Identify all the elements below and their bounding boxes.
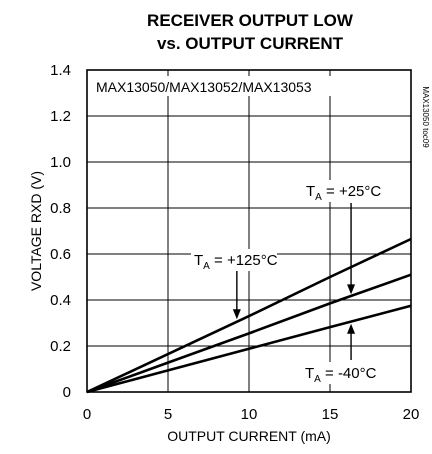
part-number-box xyxy=(91,76,348,96)
y-tick-label: 0.6 xyxy=(50,246,71,263)
y-tick-label: 0.4 xyxy=(50,292,71,309)
annotation-arrow-head xyxy=(347,323,356,334)
x-tick-label: 15 xyxy=(322,406,339,423)
part-number-label: MAX13050/MAX13052/MAX13053 xyxy=(96,79,312,95)
y-tick-labels: 0 0.2 0.4 0.6 0.8 1.0 1.2 1.4 xyxy=(50,62,71,401)
chart-title-line-1: RECEIVER OUTPUT LOW xyxy=(147,11,354,30)
annotation-bg xyxy=(302,362,388,384)
figure-code: MAX13050 toc09 xyxy=(421,86,430,148)
annotation-1: TA = +25°C xyxy=(303,180,389,295)
annotation-bg xyxy=(303,180,389,202)
grid xyxy=(87,70,411,392)
annotations: TA = +125°C TA = +25°C TA = -40°C xyxy=(191,180,389,385)
x-tick-label: 20 xyxy=(403,406,420,423)
plot-frame xyxy=(86,69,412,393)
annotation-0: TA = +125°C xyxy=(191,249,278,320)
x-tick-label: 0 xyxy=(83,406,91,423)
x-axis-label: OUTPUT CURRENT (mA) xyxy=(167,428,331,444)
x-tick-label: 5 xyxy=(164,406,172,423)
annotation-bg xyxy=(191,249,277,271)
y-tick-label: 0 xyxy=(63,384,71,401)
x-tick-labels: 0 5 10 15 20 xyxy=(83,406,420,423)
y-tick-label: 0.8 xyxy=(50,200,71,217)
annotation-2: TA = -40°C xyxy=(302,323,388,385)
y-tick-label: 0.2 xyxy=(50,338,71,355)
x-tick-label: 10 xyxy=(241,406,258,423)
annotation-label: TA = +125°C xyxy=(194,252,278,272)
series-line-2 xyxy=(86,304,412,394)
annotation-arrow-head xyxy=(232,309,241,320)
annotation-label: TA = +25°C xyxy=(306,183,381,203)
y-tick-label: 1.4 xyxy=(50,62,71,79)
series-line-0 xyxy=(86,237,412,394)
y-tick-label: 1.0 xyxy=(50,154,71,171)
annotation-label: TA = -40°C xyxy=(305,365,377,385)
annotation-arrow-head xyxy=(347,284,356,295)
y-axis-label: VOLTAGE RXD (V) xyxy=(28,171,44,291)
series-lines xyxy=(86,237,412,394)
y-tick-label: 1.2 xyxy=(50,108,71,125)
chart-title-line-2: vs. OUTPUT CURRENT xyxy=(157,34,344,53)
series-line-1 xyxy=(86,273,412,394)
